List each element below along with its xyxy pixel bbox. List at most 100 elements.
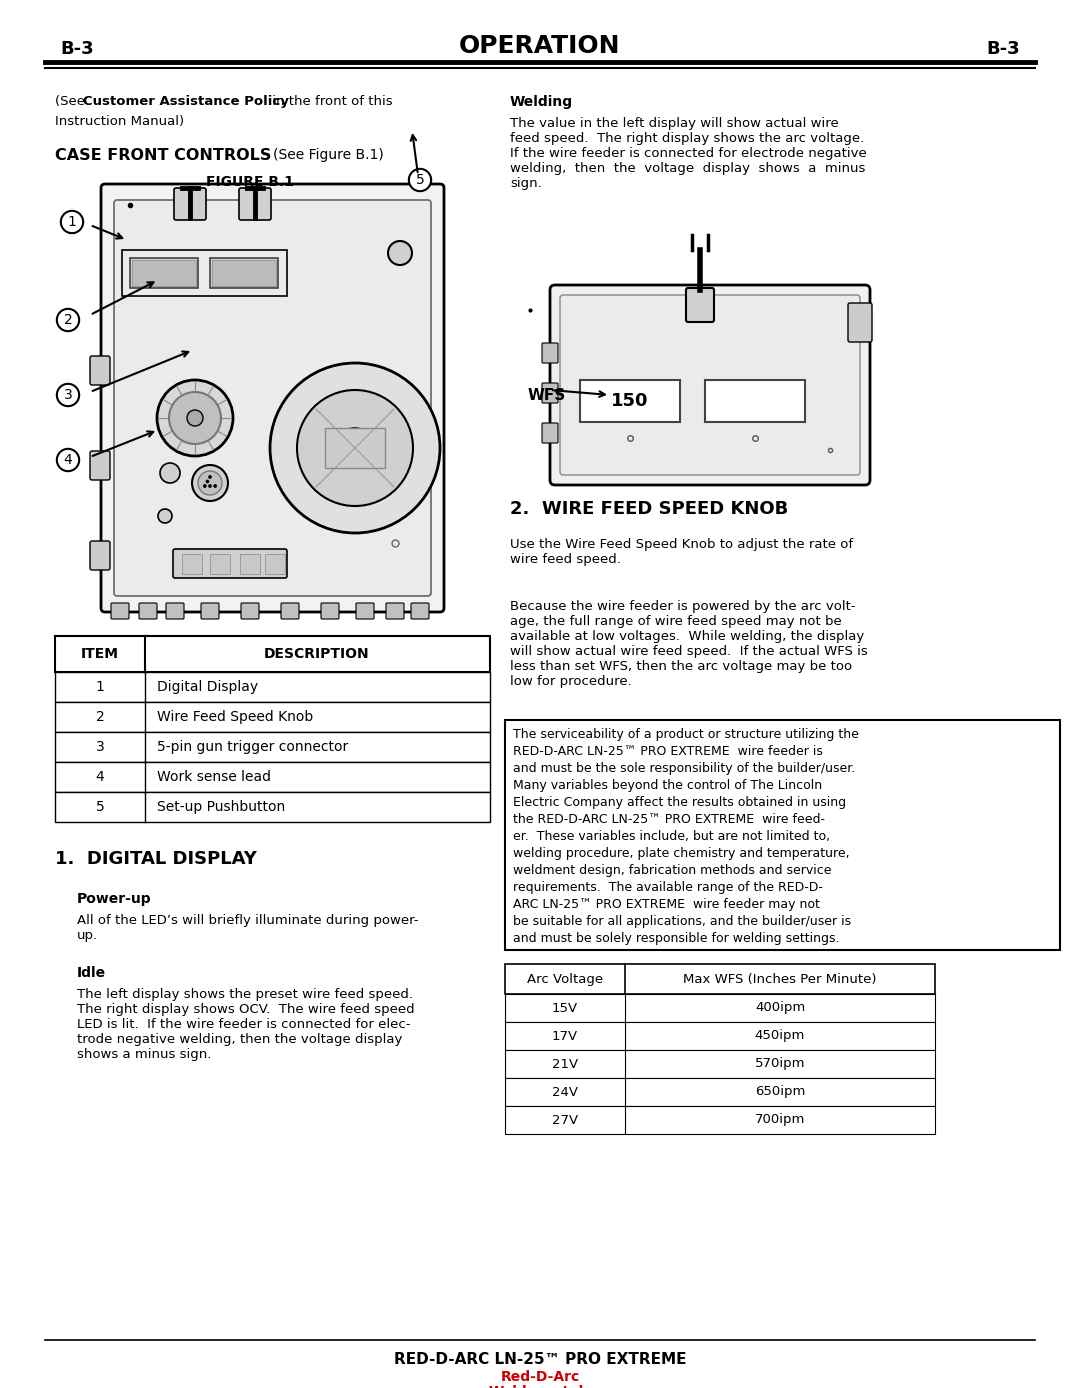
Text: B-3: B-3 xyxy=(986,40,1020,58)
Text: Welding: Welding xyxy=(510,94,573,110)
Bar xyxy=(55,731,490,762)
FancyBboxPatch shape xyxy=(356,602,374,619)
Text: Customer Assistance Policy: Customer Assistance Policy xyxy=(83,94,288,108)
Bar xyxy=(122,250,287,296)
Bar xyxy=(505,1106,935,1134)
Circle shape xyxy=(187,409,203,426)
FancyBboxPatch shape xyxy=(550,285,870,484)
Circle shape xyxy=(158,509,172,523)
FancyBboxPatch shape xyxy=(111,602,129,619)
Bar xyxy=(580,380,680,422)
FancyBboxPatch shape xyxy=(281,602,299,619)
Text: 15V: 15V xyxy=(552,1002,578,1015)
Text: The value in the left display will show actual wire
feed speed.  The right displ: The value in the left display will show … xyxy=(510,117,867,190)
Text: Instruction Manual): Instruction Manual) xyxy=(55,115,184,128)
Text: 4: 4 xyxy=(96,770,105,784)
Text: RED-D-ARC LN-25™ PRO EXTREME: RED-D-ARC LN-25™ PRO EXTREME xyxy=(394,1352,686,1367)
Bar xyxy=(210,258,278,287)
FancyBboxPatch shape xyxy=(90,355,110,384)
FancyBboxPatch shape xyxy=(321,602,339,619)
Bar xyxy=(505,1078,935,1106)
Text: in the front of this: in the front of this xyxy=(268,94,393,108)
Circle shape xyxy=(208,484,212,487)
Text: Because the wire feeder is powered by the arc volt-
age, the full range of wire : Because the wire feeder is powered by th… xyxy=(510,600,867,688)
Circle shape xyxy=(203,484,206,487)
Text: 1: 1 xyxy=(68,215,77,229)
FancyBboxPatch shape xyxy=(848,303,872,341)
FancyBboxPatch shape xyxy=(411,602,429,619)
Text: 3: 3 xyxy=(96,740,105,754)
Text: 700ipm: 700ipm xyxy=(755,1113,806,1127)
Circle shape xyxy=(335,428,375,468)
Text: All of the LED’s will briefly illuminate during power-
up.: All of the LED’s will briefly illuminate… xyxy=(77,915,419,942)
Text: OPERATION: OPERATION xyxy=(459,33,621,58)
FancyBboxPatch shape xyxy=(201,602,219,619)
Text: 24V: 24V xyxy=(552,1085,578,1098)
FancyBboxPatch shape xyxy=(139,602,157,619)
Text: Set-up Pushbutton: Set-up Pushbutton xyxy=(157,799,285,813)
Text: 5: 5 xyxy=(416,174,424,187)
Bar xyxy=(240,554,260,575)
Bar xyxy=(55,762,490,793)
FancyBboxPatch shape xyxy=(542,343,558,364)
Bar xyxy=(505,1049,935,1078)
Text: Work sense lead: Work sense lead xyxy=(157,770,271,784)
Text: 17V: 17V xyxy=(552,1030,578,1042)
Circle shape xyxy=(168,391,221,444)
FancyBboxPatch shape xyxy=(686,287,714,322)
Bar xyxy=(130,258,198,287)
Bar xyxy=(212,260,276,286)
FancyBboxPatch shape xyxy=(102,185,444,612)
Text: B-3: B-3 xyxy=(60,40,94,58)
Text: Max WFS (Inches Per Minute): Max WFS (Inches Per Minute) xyxy=(684,973,877,985)
Bar xyxy=(505,994,935,1022)
FancyBboxPatch shape xyxy=(542,383,558,403)
Bar xyxy=(210,554,230,575)
Text: Arc Voltage: Arc Voltage xyxy=(527,973,603,985)
Bar xyxy=(265,554,285,575)
Text: Idle: Idle xyxy=(77,966,106,980)
Text: (See: (See xyxy=(55,94,90,108)
Circle shape xyxy=(214,484,217,487)
FancyBboxPatch shape xyxy=(542,423,558,443)
Text: CASE FRONT CONTROLS: CASE FRONT CONTROLS xyxy=(55,149,276,162)
FancyBboxPatch shape xyxy=(239,187,271,221)
Text: DESCRIPTION: DESCRIPTION xyxy=(265,647,369,661)
Circle shape xyxy=(297,390,413,507)
FancyBboxPatch shape xyxy=(114,200,431,595)
Circle shape xyxy=(192,465,228,501)
Text: 5-pin gun trigger connector: 5-pin gun trigger connector xyxy=(157,740,348,754)
Text: 3: 3 xyxy=(64,389,72,403)
Text: 450ipm: 450ipm xyxy=(755,1030,806,1042)
Text: 570ipm: 570ipm xyxy=(755,1058,806,1070)
Bar xyxy=(55,793,490,822)
Text: 400ipm: 400ipm xyxy=(755,1002,805,1015)
Text: 1: 1 xyxy=(95,680,105,694)
Bar xyxy=(505,720,1059,949)
Text: The serviceability of a product or structure utilizing the
RED-D-ARC LN-25™ PRO : The serviceability of a product or struc… xyxy=(513,727,859,945)
Text: 1.  DIGITAL DISPLAY: 1. DIGITAL DISPLAY xyxy=(55,849,257,868)
Bar xyxy=(505,965,935,994)
FancyBboxPatch shape xyxy=(561,296,860,475)
Bar xyxy=(132,260,195,286)
Text: 150: 150 xyxy=(611,391,649,409)
FancyBboxPatch shape xyxy=(90,541,110,570)
Circle shape xyxy=(270,364,440,533)
Circle shape xyxy=(388,242,411,265)
Circle shape xyxy=(157,380,233,457)
Text: (See Figure B.1): (See Figure B.1) xyxy=(273,149,383,162)
Text: 2: 2 xyxy=(96,711,105,725)
Text: Digital Display: Digital Display xyxy=(157,680,258,694)
Text: ITEM: ITEM xyxy=(81,647,119,661)
Circle shape xyxy=(198,471,222,496)
Text: 650ipm: 650ipm xyxy=(755,1085,806,1098)
Bar xyxy=(325,428,384,468)
Text: 5: 5 xyxy=(96,799,105,813)
Text: Red-D-Arc: Red-D-Arc xyxy=(500,1370,580,1384)
Bar xyxy=(505,1022,935,1049)
Text: WFS: WFS xyxy=(528,387,566,403)
Text: 21V: 21V xyxy=(552,1058,578,1070)
Circle shape xyxy=(206,480,208,483)
Bar xyxy=(705,380,805,422)
Bar xyxy=(183,554,202,575)
